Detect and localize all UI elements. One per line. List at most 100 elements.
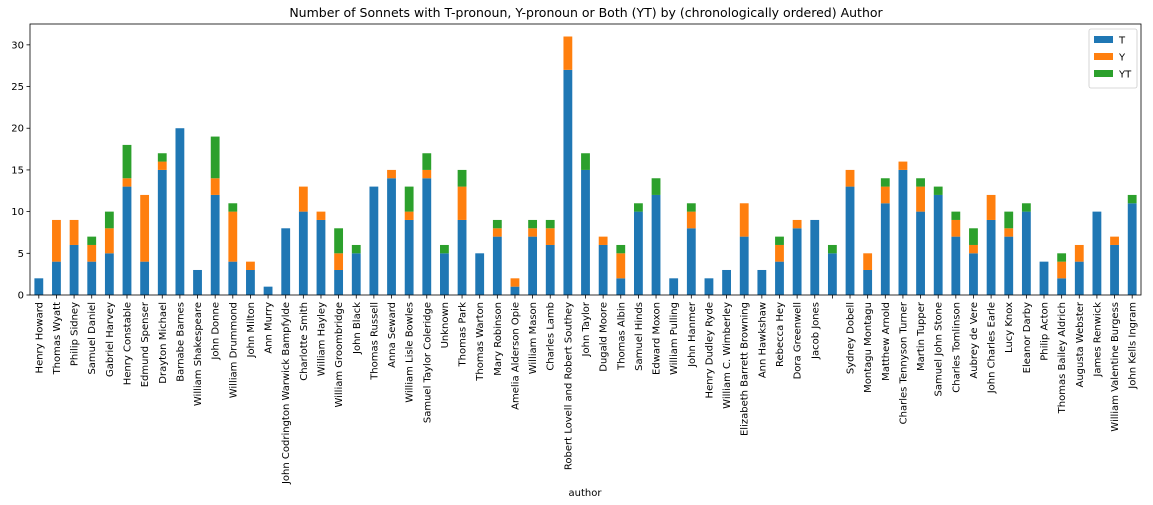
bar-yt-7 (157, 153, 167, 162)
x-tick-label: Dora Greenwell (793, 302, 804, 379)
x-tick-label: Thomas Russell (369, 302, 380, 381)
x-tick-label: Samuel John Stone (934, 302, 945, 396)
bar-t-16 (316, 219, 326, 295)
bar-t-56 (1021, 211, 1031, 295)
bar-y-61 (1110, 236, 1119, 245)
x-tick-label: Amelia Alderson Opie (510, 302, 521, 410)
x-tick-label: Drayton Michael (158, 302, 169, 384)
bar-y-59 (1074, 244, 1084, 262)
bar-y-43 (792, 219, 802, 229)
x-tick-label: Charles Tennyson Turner (898, 301, 909, 424)
bar-yt-11 (228, 203, 238, 212)
x-tick-label: John Codrington Warwick Bampfylde (281, 302, 292, 485)
bars-layer (34, 36, 1137, 295)
bar-yt-37 (686, 203, 696, 212)
x-tick-label: Charles Lamb (546, 302, 557, 371)
bar-y-26 (492, 228, 502, 237)
x-tick-label: Thomas Bailey Aldrich (1057, 302, 1068, 414)
bar-yt-33 (616, 244, 626, 254)
bar-t-55 (1004, 236, 1014, 295)
bar-t-10 (210, 194, 220, 295)
x-tick-label: Charlotte Smith (299, 302, 310, 381)
x-tick-label: Samuel Taylor Coleridge (422, 302, 433, 423)
bar-t-59 (1074, 261, 1084, 295)
bar-y-32 (598, 236, 608, 245)
bar-t-3 (87, 261, 97, 295)
bar-t-22 (422, 178, 432, 295)
bar-y-5 (122, 178, 132, 187)
bar-y-52 (951, 219, 961, 237)
x-tick-label: Philip Sidney (70, 302, 81, 366)
bar-y-53 (969, 244, 978, 254)
y-tick-label: 30 (11, 40, 24, 51)
legend-swatch-t (1094, 36, 1113, 43)
bar-y-24 (457, 186, 467, 220)
bar-t-12 (246, 269, 255, 295)
bar-y-2 (69, 219, 79, 245)
bar-t-45 (827, 253, 837, 295)
x-tick-label: William Shakespeare (193, 302, 204, 406)
y-tick-label: 0 (18, 291, 24, 302)
y-tick-label: 15 (11, 165, 24, 176)
x-tick-label: Barnabe Barnes (175, 302, 186, 382)
bar-t-39 (722, 269, 731, 295)
bar-t-28 (528, 236, 538, 295)
x-axis-label: author (569, 488, 603, 499)
bar-t-9 (193, 269, 202, 295)
bar-y-21 (404, 211, 414, 220)
bar-y-6 (140, 194, 150, 262)
bar-y-16 (316, 211, 326, 220)
bar-y-29 (545, 228, 555, 245)
x-tick-label: John Black (352, 302, 363, 355)
bar-y-10 (210, 178, 220, 195)
bar-t-8 (175, 128, 185, 295)
x-tick-label: William Lisle Bowles (405, 302, 416, 403)
bar-yt-24 (457, 169, 467, 187)
bar-t-35 (651, 194, 661, 295)
bar-y-17 (334, 253, 344, 270)
bar-yt-5 (122, 144, 132, 179)
bar-t-7 (157, 169, 167, 295)
bar-t-17 (334, 269, 344, 295)
x-tick-label: Mary Robinson (493, 302, 504, 376)
bar-yt-18 (351, 244, 361, 254)
bar-t-33 (616, 278, 626, 295)
bar-t-53 (969, 253, 978, 295)
legend-swatch-y (1094, 53, 1113, 60)
bar-yt-34 (634, 203, 643, 212)
x-tick-label: James Renwick (1092, 302, 1103, 378)
legend: TY YT (1088, 28, 1138, 89)
x-tick-label: Henry Howard (34, 302, 45, 373)
x-tick-label: Samuel Hinds (634, 302, 645, 371)
bar-t-37 (686, 228, 696, 295)
chart-title: Number of Sonnets with T-pronoun, Y-pron… (289, 5, 883, 20)
x-tick-label: Anna Seward (387, 302, 398, 368)
y-tick-label: 5 (18, 249, 24, 260)
x-tick-label: Jacob Jones (810, 302, 821, 360)
bar-t-62 (1127, 203, 1137, 295)
y-tick-label: 10 (11, 207, 24, 218)
x-tick-label: Thomas Park (458, 302, 469, 368)
bar-yt-10 (210, 136, 220, 179)
legend-swatch-yt (1094, 70, 1113, 77)
bar-y-37 (686, 211, 696, 229)
bar-t-31 (581, 169, 590, 295)
x-tick-label: Thomas Albin (616, 302, 627, 371)
bar-yt-55 (1004, 211, 1014, 229)
bar-yt-28 (528, 219, 538, 229)
bar-y-54 (986, 194, 996, 220)
bar-t-46 (845, 186, 855, 295)
legend-label-yt: YT (1118, 70, 1132, 81)
x-tick-label: Henry Dudley Ryde (704, 302, 715, 398)
x-tick-label: John Donne (211, 302, 222, 361)
bar-yt-22 (422, 153, 432, 170)
bar-t-21 (404, 219, 414, 295)
bar-yt-17 (334, 228, 344, 254)
bar-yt-53 (969, 228, 978, 245)
x-tick-label: William C. Wimberley (722, 302, 733, 409)
x-tick-label: Matthew Arnold (881, 302, 892, 381)
bar-t-36 (669, 278, 679, 295)
x-tick-label: Robert Lovell and Robert Southey (563, 302, 574, 470)
bar-y-33 (616, 253, 626, 279)
